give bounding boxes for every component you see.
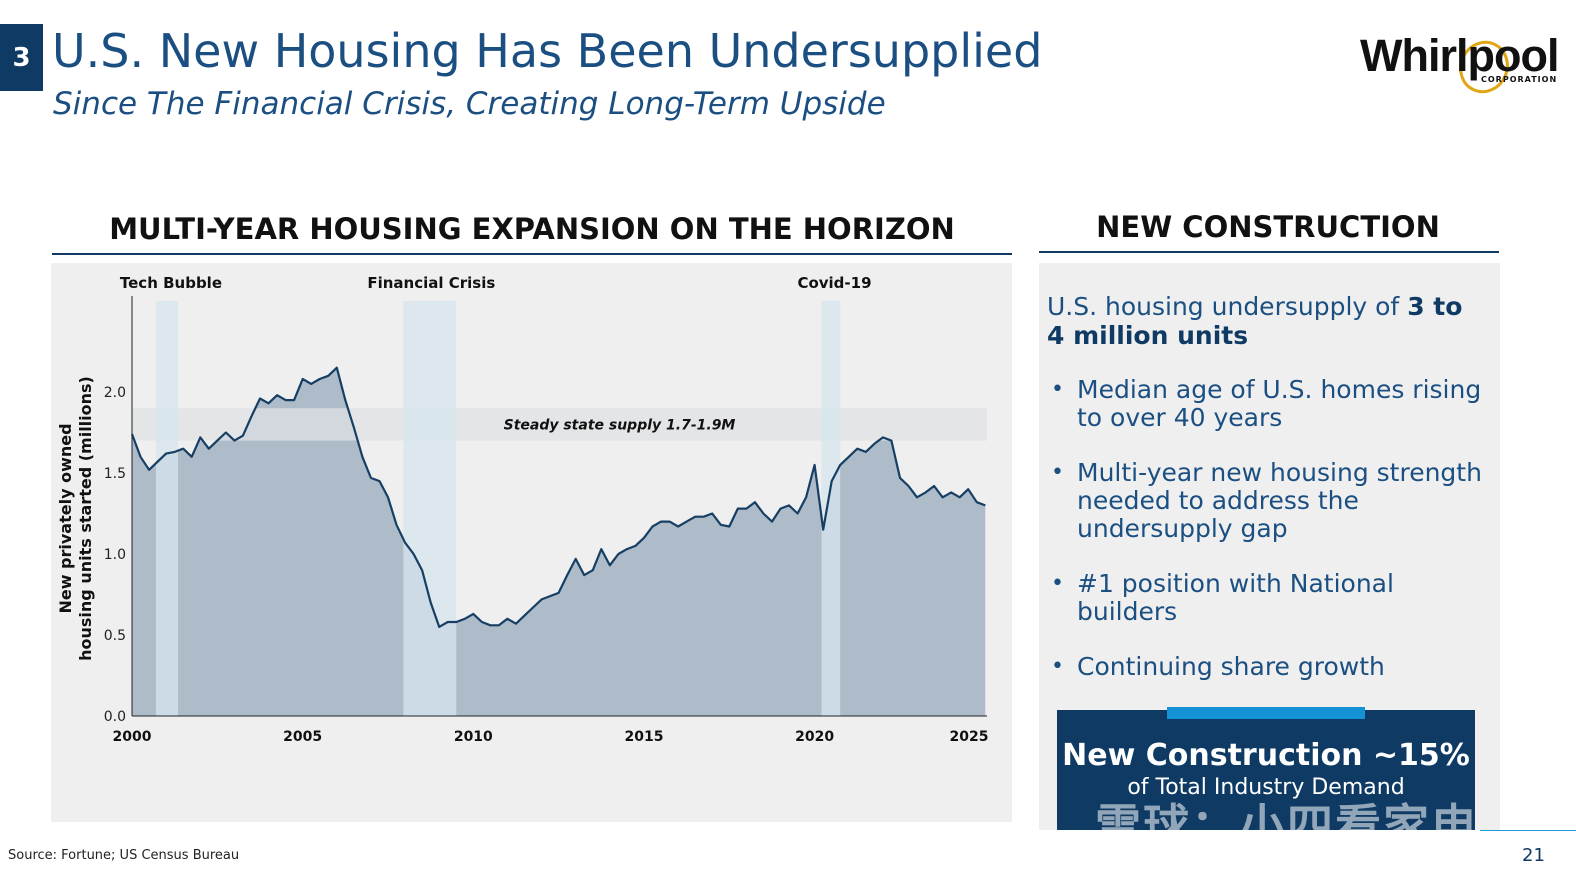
callout-accent-bar bbox=[1167, 707, 1365, 719]
callout-main-text: New Construction ~15% bbox=[1062, 738, 1470, 773]
bullet-list: • Median age of U.S. homes rising to over… bbox=[1051, 376, 1491, 708]
watermark-rule bbox=[1480, 830, 1576, 831]
y-tick-label: 1.5 bbox=[104, 466, 126, 482]
chart-heading-rule bbox=[52, 253, 1012, 255]
y-tick-label: 2.0 bbox=[104, 385, 126, 401]
bullet-icon: • bbox=[1051, 571, 1064, 596]
bullet-icon: • bbox=[1051, 377, 1064, 402]
page-number: 21 bbox=[1522, 845, 1545, 866]
bullet-icon: • bbox=[1051, 460, 1064, 485]
y-axis-label: New privately owned bbox=[56, 423, 75, 613]
series-area bbox=[132, 367, 986, 716]
shaded-period-label: Covid-19 bbox=[797, 274, 871, 292]
shaded-period-label: Tech Bubble bbox=[120, 274, 222, 292]
bullet-text: Multi-year new housing strength needed t… bbox=[1077, 458, 1482, 543]
y-axis-label: housing units started (millions) bbox=[76, 376, 95, 661]
whirlpool-logo: Whirlpool CORPORATION bbox=[1360, 26, 1559, 96]
undersupply-lead: U.S. housing undersupply of 3 to 4 milli… bbox=[1047, 292, 1487, 350]
steady-state-label: Steady state supply 1.7-1.9M bbox=[504, 417, 736, 433]
x-tick-label: 2015 bbox=[624, 729, 663, 745]
shaded-period-label: Financial Crisis bbox=[367, 274, 495, 292]
shaded-period bbox=[155, 301, 179, 716]
lead-text: U.S. housing undersupply of bbox=[1047, 292, 1408, 321]
steady-state-band bbox=[132, 408, 987, 441]
y-tick-label: 0.0 bbox=[104, 709, 126, 725]
series-line bbox=[130, 366, 986, 628]
source-note: Source: Fortune; US Census Bureau bbox=[8, 848, 240, 863]
lead-highlight: 3 to 4 million units bbox=[1047, 292, 1463, 350]
chart-heading: MULTI-YEAR HOUSING EXPANSION ON THE HORI… bbox=[109, 212, 955, 246]
x-tick-label: 2000 bbox=[113, 729, 152, 745]
y-tick-label: 1.0 bbox=[104, 547, 126, 563]
bullet-text: #1 position with National builders bbox=[1077, 569, 1394, 626]
bullet-text: Continuing share growth bbox=[1077, 652, 1385, 681]
callout-box bbox=[1057, 710, 1475, 830]
y-tick-label: 0.5 bbox=[104, 628, 126, 644]
slide-number-badge: 3 bbox=[0, 24, 43, 91]
x-tick-label: 2025 bbox=[950, 729, 989, 745]
bullet-item: • Continuing share growth bbox=[1051, 653, 1491, 681]
shaded-period bbox=[821, 301, 841, 716]
shaded-period bbox=[403, 301, 457, 716]
x-tick-label: 2020 bbox=[795, 729, 834, 745]
bullet-item: • Median age of U.S. homes rising to over… bbox=[1051, 376, 1491, 432]
x-tick-label: 2005 bbox=[283, 729, 322, 745]
bullet-item: • Multi-year new housing strength needed … bbox=[1051, 459, 1491, 543]
bullet-icon: • bbox=[1051, 654, 1064, 679]
bullet-text: Median age of U.S. homes rising to over … bbox=[1077, 375, 1482, 432]
callout-sub-text: of Total Industry Demand bbox=[1127, 775, 1405, 800]
x-tick-label: 2010 bbox=[454, 729, 493, 745]
right-heading: NEW CONSTRUCTION bbox=[1096, 210, 1440, 244]
housing-starts-chart: Steady state supply 1.7-1.9M Tech Bubble F… bbox=[56, 274, 989, 745]
slide-subtitle: Since The Financial Crisis, Creating Lon… bbox=[53, 86, 886, 122]
logo-wordmark: Whirlpool bbox=[1360, 30, 1559, 81]
watermark: 雪球：小四看家电 bbox=[1095, 799, 1479, 853]
bullet-item: • #1 position with National builders bbox=[1051, 570, 1491, 626]
logo-corporation: CORPORATION bbox=[1481, 75, 1558, 84]
slide-title: U.S. New Housing Has Been Undersupplied bbox=[52, 24, 1043, 78]
logo-swoosh-icon bbox=[1459, 40, 1509, 94]
right-heading-rule bbox=[1039, 251, 1499, 253]
